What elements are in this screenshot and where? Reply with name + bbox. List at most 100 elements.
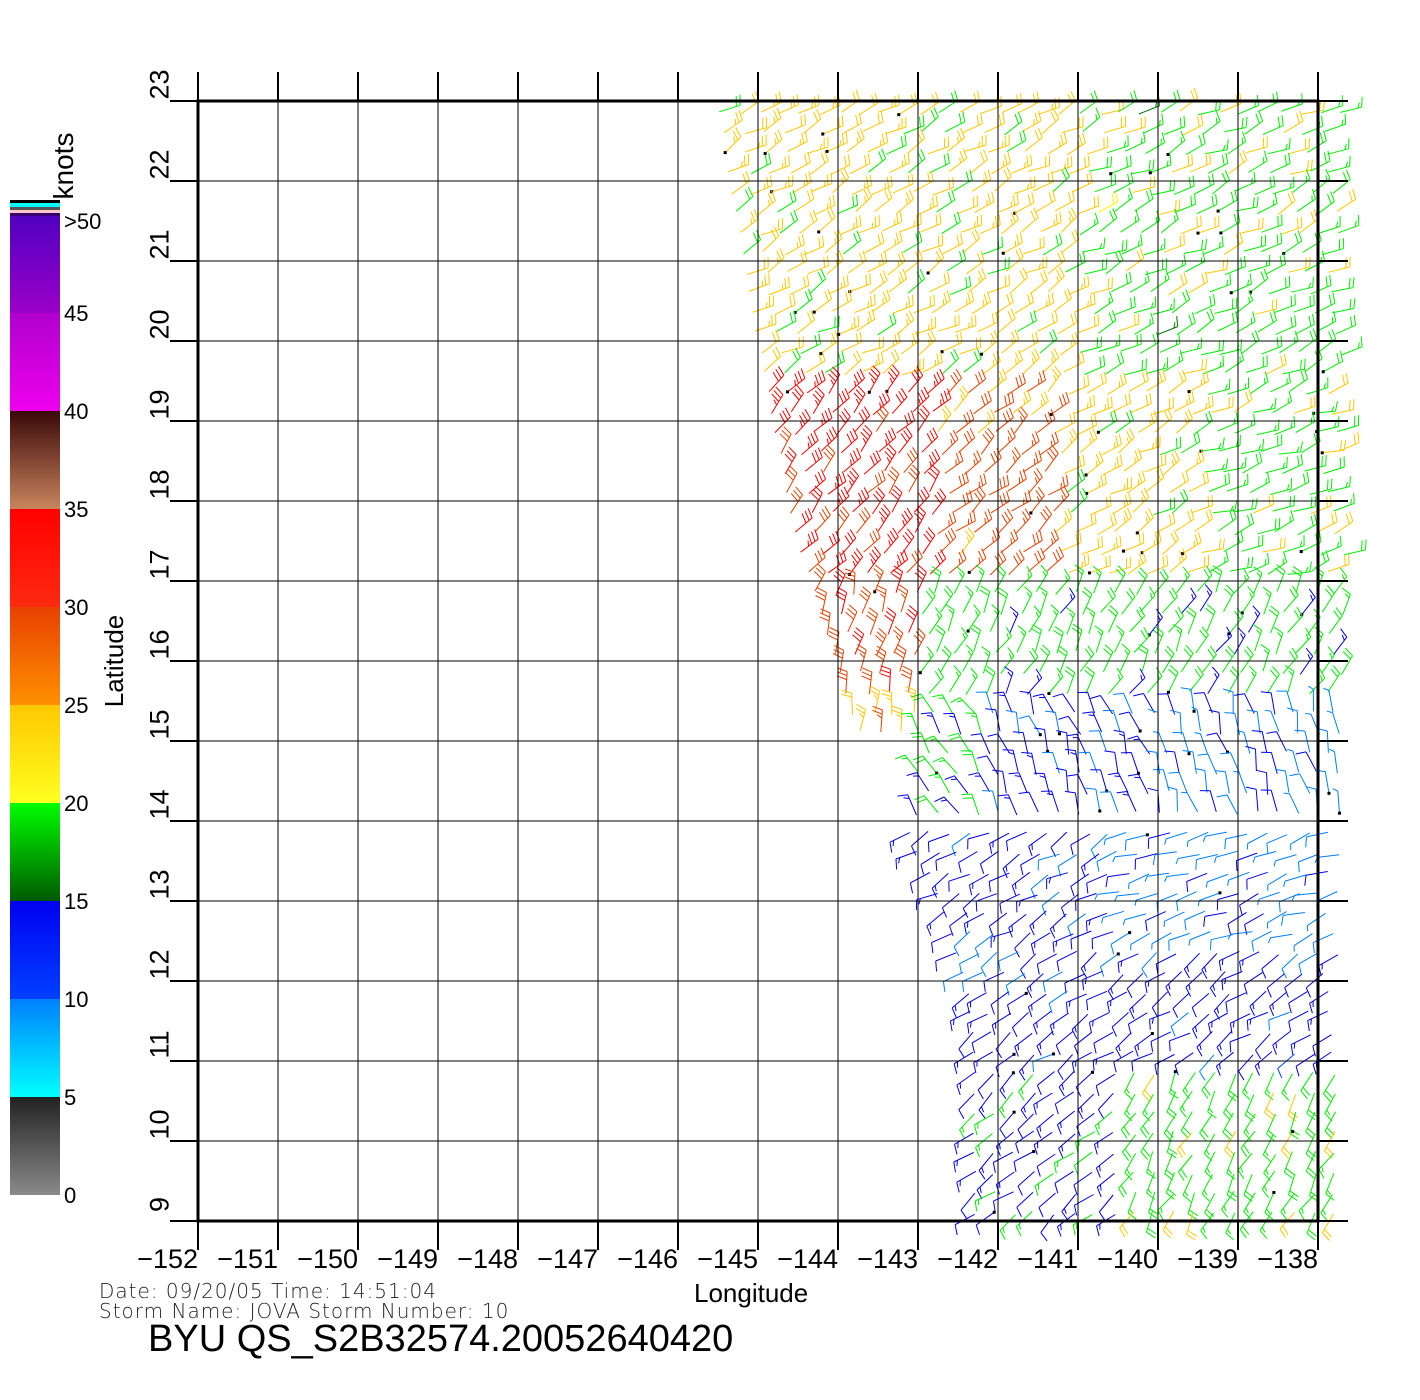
wind-barb <box>820 330 839 355</box>
wind-barb <box>1143 238 1166 256</box>
rain-flag-marker <box>1138 729 1142 733</box>
wind-barb <box>1134 312 1154 335</box>
wind-barb <box>995 1053 1015 1078</box>
wind-barb <box>1105 873 1130 888</box>
wind-barb <box>881 211 903 232</box>
wind-barb <box>1008 772 1028 794</box>
wind-barb <box>1106 991 1128 1013</box>
wind-barb <box>963 912 985 934</box>
wind-barb <box>832 486 850 512</box>
wind-barb <box>1249 471 1270 494</box>
wind-barb <box>1267 138 1291 155</box>
wind-barb <box>960 527 975 554</box>
wind-barb <box>1047 132 1068 155</box>
wind-barb <box>817 315 840 333</box>
wind-barb <box>1264 1092 1275 1120</box>
wind-barb <box>878 94 900 113</box>
wind-barb <box>1025 256 1048 274</box>
wind-barb <box>923 448 941 475</box>
wind-barb <box>1107 372 1127 395</box>
wind-barb <box>1261 214 1283 233</box>
wind-barb <box>953 566 965 594</box>
wind-barb <box>1327 553 1350 572</box>
wind-barb <box>1222 688 1234 715</box>
wind-barb <box>1139 586 1156 613</box>
wind-barb <box>992 1151 1014 1173</box>
wind-barb <box>928 773 950 794</box>
wind-barb <box>1124 358 1147 376</box>
wind-barb <box>1171 289 1191 314</box>
wind-barb <box>1133 296 1156 314</box>
wind-barb <box>1312 1051 1332 1075</box>
wind-barb <box>1077 691 1096 714</box>
wind-barb <box>900 528 915 556</box>
wind-barb <box>854 294 876 313</box>
wind-barb <box>1288 471 1310 493</box>
wind-barb <box>1179 1090 1193 1118</box>
wind-barb <box>1246 355 1268 373</box>
wind-barb <box>1291 892 1317 901</box>
wind-barb <box>1133 627 1150 653</box>
wind-barb <box>1273 626 1284 655</box>
wind-barb <box>1086 473 1107 494</box>
wind-barb <box>1095 1153 1114 1178</box>
wind-barb <box>1321 238 1344 256</box>
wind-barb <box>1200 1212 1215 1240</box>
wind-barb <box>916 893 938 911</box>
wind-barb <box>1283 874 1307 887</box>
wind-barb <box>1170 1012 1189 1037</box>
wind-barb <box>764 346 781 372</box>
wind-barb <box>1247 605 1261 633</box>
grid-lines <box>170 72 1348 1250</box>
wind-barb <box>927 136 950 155</box>
wind-barb <box>1341 336 1363 356</box>
wind-barb <box>774 407 791 433</box>
wind-barb <box>1260 434 1283 452</box>
wind-barb <box>975 893 998 912</box>
wind-barb <box>1131 1052 1153 1072</box>
wind-barb <box>995 1131 1014 1157</box>
wind-barb <box>1168 272 1188 296</box>
colorbar-gradient <box>10 215 60 1195</box>
wind-barb <box>763 107 782 132</box>
wind-barb <box>1152 731 1168 754</box>
wind-barb <box>1246 832 1268 850</box>
wind-barb <box>981 236 1003 256</box>
wind-barb <box>901 330 920 355</box>
x-tick-label: −142 <box>937 1244 998 1274</box>
wind-barb <box>914 795 939 814</box>
wind-barb <box>1333 628 1348 656</box>
wind-barb <box>922 527 936 555</box>
wind-barb <box>913 505 926 533</box>
wind-barb <box>999 893 1021 914</box>
wind-barb <box>1301 588 1316 616</box>
wind-barb <box>1212 500 1238 514</box>
wind-barb <box>1107 135 1129 154</box>
wind-barb <box>1048 474 1069 496</box>
wind-barb <box>1121 588 1136 615</box>
wind-barb <box>1030 486 1045 514</box>
wind-barb <box>1305 1151 1317 1179</box>
wind-barb <box>1188 931 1211 946</box>
wind-barb <box>1185 971 1203 997</box>
wind-barb <box>1164 116 1186 135</box>
wind-barb <box>1238 730 1251 754</box>
wind-barb <box>953 1152 974 1173</box>
wind-barb <box>1191 993 1210 1018</box>
wind-barb <box>1027 993 1047 1017</box>
wind-barb <box>1305 786 1318 812</box>
wind-barb <box>745 134 767 153</box>
wind-barb <box>890 485 903 513</box>
wind-barb <box>976 755 999 776</box>
wind-barb <box>1130 932 1151 951</box>
wind-barb <box>1064 666 1076 694</box>
wind-barb <box>1267 873 1287 891</box>
wind-barb <box>1073 1151 1093 1176</box>
wind-barb <box>1032 1010 1052 1035</box>
wind-barb <box>1224 712 1241 735</box>
wind-barb <box>1099 953 1119 977</box>
wind-barb <box>1096 850 1117 872</box>
wind-barb <box>908 464 921 492</box>
wind-barb <box>1321 585 1335 613</box>
wind-barb <box>787 368 806 393</box>
